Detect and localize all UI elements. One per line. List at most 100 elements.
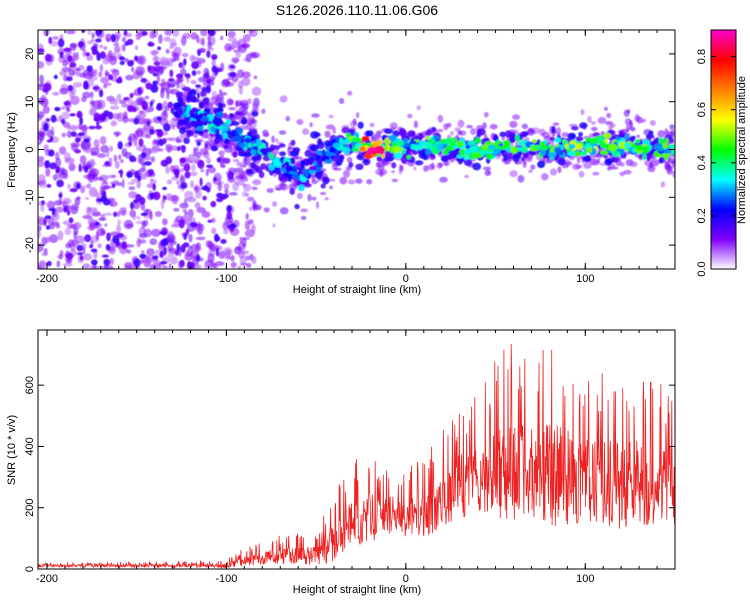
heatmap-blob xyxy=(56,179,64,188)
colorbar-strip xyxy=(711,181,736,184)
heatmap-blob xyxy=(156,102,162,108)
heatmap-blob xyxy=(404,142,410,148)
heatmap-blob xyxy=(162,138,167,145)
heatmap-blob xyxy=(143,257,151,268)
heatmap-blob xyxy=(66,130,73,138)
heatmap-blob xyxy=(612,155,619,163)
heatmap-blob xyxy=(110,113,121,120)
heatmap-blob xyxy=(551,126,556,134)
heatmap-blob xyxy=(557,166,562,174)
colorbar-tick-label: 0.8 xyxy=(696,49,708,64)
heatmap-blob xyxy=(548,152,557,158)
heatmap-blob xyxy=(636,134,640,138)
heatmap-blob xyxy=(126,38,134,46)
colorbar-strip xyxy=(711,99,736,103)
snr-x-label: Height of straight line (km) xyxy=(293,584,421,596)
heatmap-blob xyxy=(69,62,77,68)
heatmap-blob xyxy=(197,92,200,99)
heatmap-blob xyxy=(338,98,345,104)
heatmap-blob xyxy=(196,140,201,147)
heatmap-blob xyxy=(63,206,68,213)
heatmap-blob xyxy=(76,244,84,252)
colorbar-strip xyxy=(711,241,736,244)
heatmap-blob xyxy=(196,126,204,131)
colorbar-strip xyxy=(711,45,736,49)
heatmap-blob xyxy=(167,253,175,258)
heatmap-blob xyxy=(245,213,249,220)
heatmap-blob xyxy=(199,177,203,187)
heatmap-blob xyxy=(144,95,150,100)
heatmap-blob xyxy=(393,152,402,159)
colorbar-strip xyxy=(711,205,736,208)
heatmap-blob xyxy=(179,127,186,135)
heatmap-blob xyxy=(162,265,168,269)
heatmap-blob xyxy=(46,200,56,210)
heatmap-blob xyxy=(69,42,78,49)
heatmap-blob xyxy=(113,154,118,162)
heatmap-blob xyxy=(165,165,170,174)
colorbar-strip xyxy=(711,169,736,172)
heatmap-blob xyxy=(181,86,191,92)
heatmap-blob xyxy=(59,51,64,59)
heatmap-blob xyxy=(561,132,569,138)
heatmap-blob xyxy=(416,105,421,111)
heatmap-blob xyxy=(540,141,546,147)
heatmap-blob xyxy=(166,60,174,67)
heatmap-blob xyxy=(74,137,81,143)
heatmap-blob xyxy=(154,249,162,258)
colorbar-strip xyxy=(711,37,736,41)
heatmap-blob xyxy=(268,163,275,171)
heatmap-blob xyxy=(218,102,223,110)
heatmap-blob xyxy=(346,157,353,163)
heatmap-blob xyxy=(578,132,583,137)
heatmap-blob xyxy=(92,100,103,110)
heatmap-blob xyxy=(64,227,72,236)
heatmap-blob xyxy=(38,84,45,91)
heatmap-blob xyxy=(483,112,489,118)
heatmap-blob xyxy=(603,132,612,139)
heatmap-blob xyxy=(630,127,636,132)
heatmap-blob xyxy=(183,232,188,240)
colorbar-strip xyxy=(711,177,736,180)
heatmap-blob xyxy=(86,40,93,45)
heatmap-blob xyxy=(113,98,118,106)
heatmap-blob xyxy=(221,123,229,131)
heatmap-blob xyxy=(439,176,448,183)
heatmap-blob xyxy=(163,36,171,42)
heatmap-blob xyxy=(230,261,237,268)
heatmap-blob xyxy=(163,123,171,132)
heatmap-blob xyxy=(584,142,592,148)
heatmap-blob xyxy=(579,122,588,129)
heatmap-blob xyxy=(472,162,482,171)
heatmap-blob xyxy=(185,228,190,235)
heatmap-blob xyxy=(139,196,146,205)
heatmap-blob xyxy=(436,142,444,151)
heatmap-blob xyxy=(104,82,112,86)
heatmap-blob xyxy=(142,144,146,148)
heatmap-blob xyxy=(57,230,64,241)
colorbar-strip xyxy=(711,227,736,230)
heatmap-blob xyxy=(116,224,121,235)
heatmap-blob xyxy=(109,145,114,152)
heatmap-blob xyxy=(325,124,335,130)
heatmap-blob xyxy=(63,101,71,106)
heatmap-blob xyxy=(320,183,326,189)
heatmap-blob xyxy=(90,101,94,105)
heatmap-blob xyxy=(61,118,66,125)
heatmap-blob xyxy=(85,52,91,57)
heatmap-blob xyxy=(190,221,198,228)
heatmap-blob xyxy=(316,159,322,165)
heatmap-blob xyxy=(300,208,309,213)
heatmap-blob xyxy=(251,223,256,234)
heatmap-blob xyxy=(207,219,213,223)
spectrogram-y-tick-label: -20 xyxy=(24,237,36,253)
heatmap-blob xyxy=(166,234,176,243)
heatmap-blob xyxy=(38,225,42,232)
heatmap-blob xyxy=(114,160,120,169)
heatmap-blob xyxy=(509,120,518,128)
heatmap-blob xyxy=(645,134,655,139)
heatmap-blob xyxy=(162,218,168,226)
heatmap-blob xyxy=(76,196,81,201)
heatmap-blob xyxy=(567,151,576,156)
heatmap-blob xyxy=(540,144,549,151)
